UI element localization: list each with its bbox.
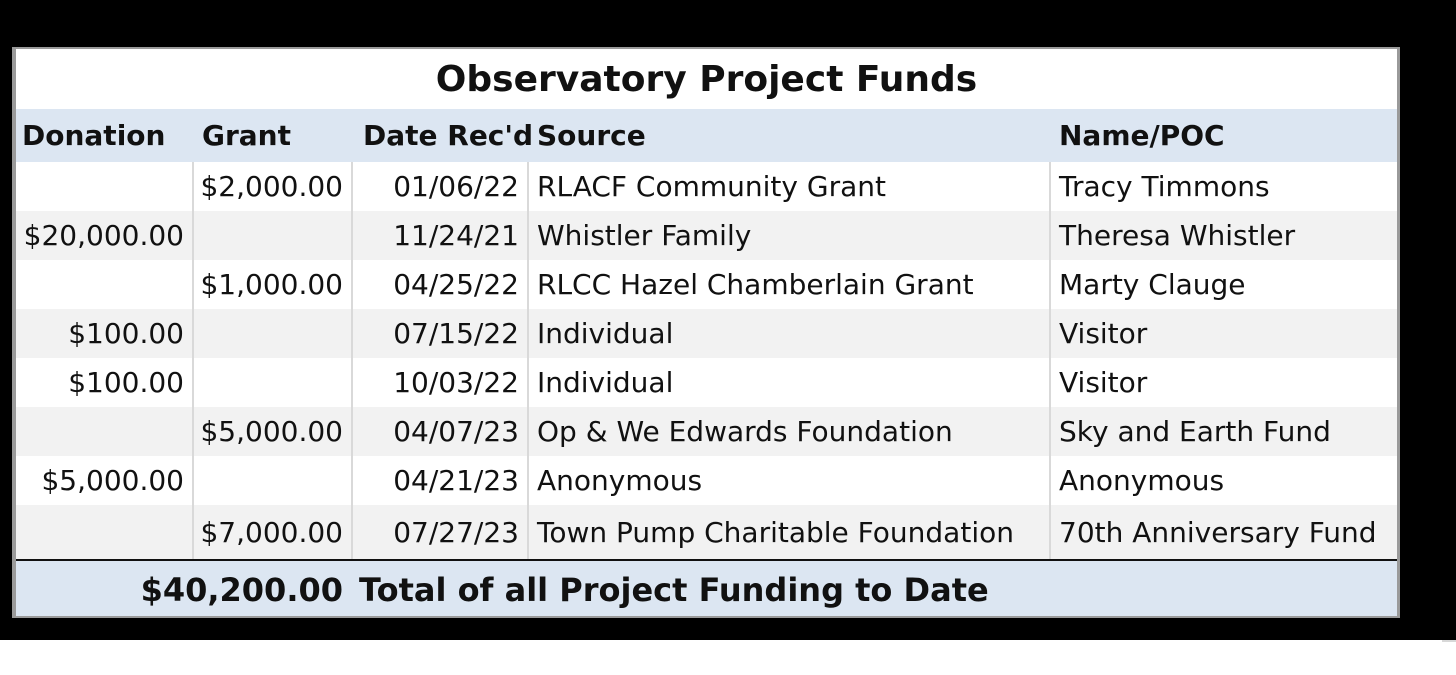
source-cell[interactable]: Anonymous [537, 464, 703, 497]
header-row: Donation Grant Date Rec'd Source Name/PO… [16, 109, 1397, 162]
name-cell[interactable]: Visitor [1059, 317, 1148, 350]
donation-cell[interactable] [16, 162, 192, 211]
grant-cell[interactable] [194, 358, 351, 407]
screen-frame-top [0, 0, 1456, 47]
source-cell[interactable]: Individual [537, 366, 674, 399]
total-label[interactable]: Total of all Project Funding to Date [359, 570, 989, 609]
grant-cell[interactable]: $2,000.00 [200, 170, 343, 203]
header-grant[interactable]: Grant [202, 119, 292, 152]
table-row: $2,000.00 01/06/22 RLACF Community Grant… [16, 162, 1397, 211]
spreadsheet-table: Observatory Project Funds Donation Grant… [12, 47, 1400, 618]
name-cell[interactable]: Sky and Earth Fund [1059, 415, 1331, 448]
source-cell[interactable]: RLACF Community Grant [537, 170, 886, 203]
donation-cell[interactable]: $100.00 [68, 366, 184, 399]
source-cell[interactable]: Town Pump Charitable Foundation [537, 515, 1014, 549]
table-title[interactable]: Observatory Project Funds [435, 58, 978, 100]
name-cell[interactable]: Visitor [1059, 366, 1148, 399]
table-row: $20,000.00 11/24/21 Whistler Family Ther… [16, 211, 1397, 260]
header-donation[interactable]: Donation [22, 119, 166, 152]
donation-cell[interactable]: $20,000.00 [23, 219, 184, 252]
table-row: $5,000.00 04/07/23 Op & We Edwards Found… [16, 407, 1397, 456]
donation-cell[interactable] [16, 505, 192, 559]
grant-cell[interactable]: $1,000.00 [200, 268, 343, 301]
source-cell[interactable]: Op & We Edwards Foundation [537, 415, 953, 448]
table-bottom-border [16, 616, 1397, 618]
source-cell[interactable]: Whistler Family [537, 219, 752, 252]
date-cell[interactable]: 10/03/22 [393, 366, 519, 399]
total-divider [16, 559, 1397, 561]
table-row: $1,000.00 04/25/22 RLCC Hazel Chamberlai… [16, 260, 1397, 309]
name-cell[interactable]: Marty Clauge [1059, 268, 1246, 301]
date-cell[interactable]: 04/25/22 [393, 268, 519, 301]
name-cell[interactable]: Theresa Whistler [1059, 219, 1296, 252]
table-row: $7,000.00 07/27/23 Town Pump Charitable … [16, 505, 1397, 559]
grant-cell[interactable] [194, 309, 351, 358]
date-cell[interactable]: 07/27/23 [393, 515, 519, 549]
table-row: $5,000.00 04/21/23 Anonymous Anonymous [16, 456, 1397, 505]
name-cell[interactable]: 70th Anniversary Fund [1059, 515, 1377, 549]
date-cell[interactable]: 01/06/22 [393, 170, 519, 203]
header-date-received[interactable]: Date Rec'd [363, 119, 534, 152]
date-cell[interactable]: 07/15/22 [393, 317, 519, 350]
donation-cell[interactable]: $5,000.00 [41, 464, 184, 497]
screen-frame-bottom [0, 618, 1442, 640]
donation-cell[interactable] [16, 260, 192, 309]
donation-cell[interactable]: $100.00 [68, 317, 184, 350]
name-cell[interactable]: Tracy Timmons [1059, 170, 1270, 203]
source-cell[interactable]: RLCC Hazel Chamberlain Grant [537, 268, 974, 301]
screen-frame-right [1400, 0, 1456, 640]
grant-cell[interactable] [194, 456, 351, 505]
total-amount[interactable]: $40,200.00 [140, 570, 343, 609]
grant-cell[interactable] [194, 211, 351, 260]
table-row: $100.00 07/15/22 Individual Visitor [16, 309, 1397, 358]
date-cell[interactable]: 04/07/23 [393, 415, 519, 448]
date-cell[interactable]: 11/24/21 [393, 219, 519, 252]
name-cell[interactable]: Anonymous [1059, 464, 1225, 497]
grant-cell[interactable]: $5,000.00 [200, 415, 343, 448]
source-cell[interactable]: Individual [537, 317, 674, 350]
table-row: $100.00 10/03/22 Individual Visitor [16, 358, 1397, 407]
screen-edge-strip [1442, 640, 1456, 642]
grant-cell[interactable]: $7,000.00 [200, 515, 343, 549]
header-name-poc[interactable]: Name/POC [1059, 119, 1225, 152]
donation-cell[interactable] [16, 407, 192, 456]
header-source[interactable]: Source [537, 119, 646, 152]
total-row: $40,200.00 Total of all Project Funding … [16, 561, 1397, 618]
screen-frame-left [0, 0, 12, 640]
date-cell[interactable]: 04/21/23 [393, 464, 519, 497]
